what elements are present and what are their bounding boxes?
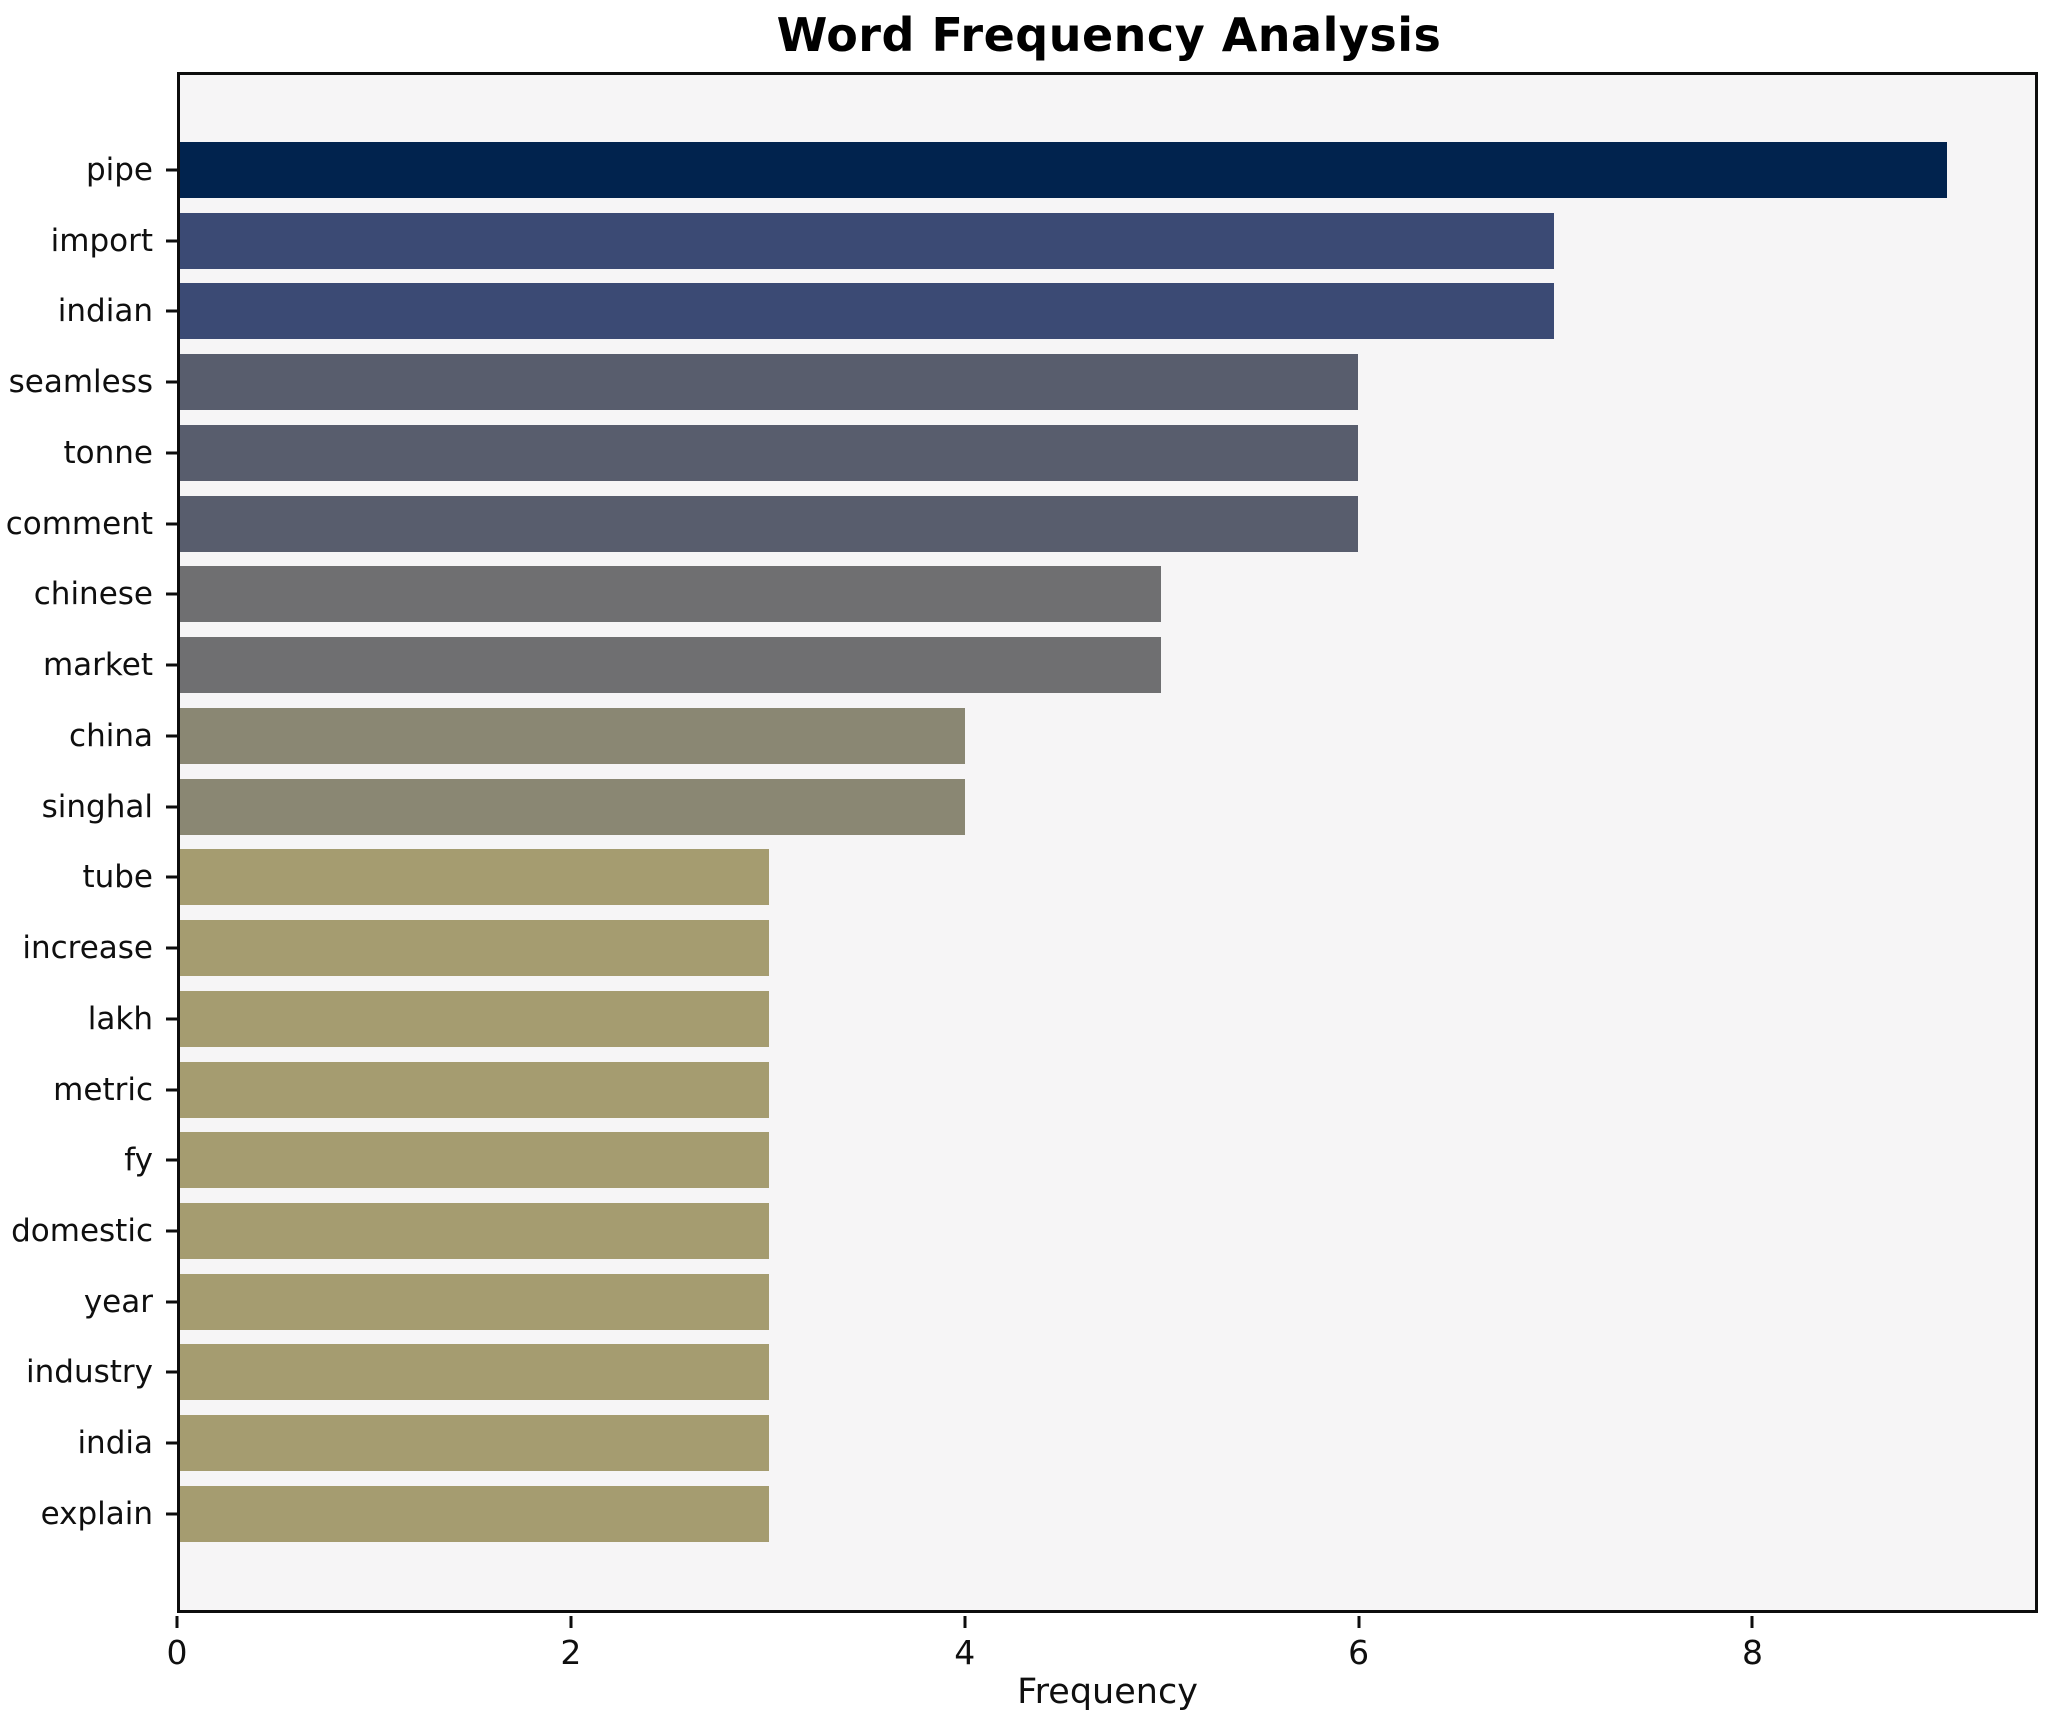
y-tick-label-seamless: seamless: [8, 364, 153, 401]
x-tick-mark-6: [1357, 1616, 1361, 1628]
y-tick-label-china: china: [69, 717, 153, 754]
bar-india: [180, 1415, 769, 1472]
x-tick-mark-4: [963, 1616, 967, 1628]
y-tick-label-singhal: singhal: [41, 788, 153, 825]
y-tick-label-fy: fy: [124, 1142, 153, 1179]
bar-row-metric: metric: [53, 1061, 2035, 1118]
bar-row-fy: fy: [124, 1132, 2035, 1189]
bar-seamless: [180, 354, 1358, 411]
bar-lakh: [180, 990, 769, 1047]
bar-row-increase: increase: [22, 920, 2035, 977]
y-tick-label-comment: comment: [5, 505, 153, 542]
y-tick-label-industry: industry: [26, 1354, 153, 1391]
bars-container: pipe import indian seamless tonne comment chin…: [6, 75, 2035, 1610]
bar-row-seamless: seamless: [9, 354, 2035, 411]
bar-row-pipe: pipe: [86, 142, 2035, 198]
bar-chinese: [180, 566, 1162, 623]
bar-row-domestic: domestic: [11, 1203, 2035, 1260]
y-tick-label-domestic: domestic: [11, 1213, 153, 1250]
x-tick-mark-2: [569, 1616, 573, 1628]
bar-row-year: year: [84, 1273, 2035, 1330]
y-tick-mark: [166, 1088, 177, 1092]
bar-row-lakh: lakh: [88, 990, 2035, 1047]
y-tick-label-chinese: chinese: [33, 576, 153, 613]
bar-row-indian: indian: [58, 283, 2035, 340]
y-tick-label-explain: explain: [40, 1495, 153, 1532]
y-tick-label-indian: indian: [57, 293, 153, 330]
y-tick-mark: [166, 592, 177, 596]
y-tick-mark: [166, 1300, 177, 1304]
y-tick-label-market: market: [42, 647, 153, 684]
y-tick-mark: [166, 734, 177, 738]
y-tick-label-import: import: [50, 222, 153, 259]
x-tick-label-6: 6: [1348, 1633, 1370, 1672]
y-tick-mark: [166, 1512, 177, 1516]
bar-pipe: [180, 142, 1947, 198]
y-tick-mark: [166, 380, 177, 384]
x-tick-label-8: 8: [1741, 1633, 1763, 1672]
y-tick-mark: [166, 875, 177, 879]
y-tick-mark: [166, 1441, 177, 1445]
bar-import: [180, 212, 1555, 269]
bar-indian: [180, 283, 1555, 340]
bar-row-india: india: [77, 1415, 2035, 1472]
y-tick-mark: [166, 663, 177, 667]
y-tick-mark: [166, 168, 177, 172]
bar-china: [180, 707, 966, 764]
bar-comment: [180, 495, 1358, 552]
y-tick-mark: [166, 451, 177, 455]
bar-row-china: china: [69, 707, 2035, 764]
bar-increase: [180, 920, 769, 977]
bar-fy: [180, 1132, 769, 1189]
y-tick-mark: [166, 239, 177, 243]
bar-row-tonne: tonne: [64, 424, 2035, 481]
plot-area: pipe import indian seamless tonne comment chin…: [6, 72, 2038, 1613]
y-tick-label-pipe: pipe: [85, 152, 153, 188]
y-tick-mark: [166, 946, 177, 950]
y-tick-mark: [166, 805, 177, 809]
bar-metric: [180, 1061, 769, 1118]
bar-row-explain: explain: [41, 1485, 2035, 1542]
bar-row-singhal: singhal: [42, 778, 2035, 835]
y-tick-mark: [166, 1370, 177, 1374]
y-tick-label-metric: metric: [53, 1071, 153, 1108]
bar-tube: [180, 849, 769, 906]
x-tick-label-4: 4: [954, 1633, 976, 1672]
y-tick-mark: [166, 1229, 177, 1233]
y-tick-mark: [166, 1158, 177, 1162]
bar-explain: [180, 1485, 769, 1542]
bar-row-tube: tube: [82, 849, 2035, 906]
bar-row-market: market: [43, 637, 2035, 694]
y-tick-mark: [166, 1017, 177, 1021]
chart-title: Word Frequency Analysis: [776, 8, 1442, 62]
x-axis: 0 2 4 6 8: [167, 1613, 2038, 1713]
bar-industry: [180, 1344, 769, 1401]
x-tick-label-0: 0: [166, 1633, 188, 1672]
bar-singhal: [180, 778, 966, 835]
bar-year: [180, 1273, 769, 1330]
y-tick-label-year: year: [83, 1283, 153, 1320]
y-tick-label-increase: increase: [22, 930, 153, 967]
bar-domestic: [180, 1203, 769, 1260]
x-tick-mark-8: [1750, 1616, 1754, 1628]
y-tick-label-lakh: lakh: [87, 1000, 153, 1037]
x-tick-mark-0: [175, 1616, 179, 1628]
y-tick-label-tube: tube: [82, 859, 153, 896]
x-axis-title: Frequency: [1017, 1672, 1198, 1712]
y-tick-label-india: india: [77, 1425, 153, 1462]
bar-row-comment: comment: [6, 495, 2035, 552]
bar-row-import: import: [51, 212, 2035, 269]
x-tick-label-2: 2: [560, 1633, 582, 1672]
y-tick-label-tonne: tonne: [63, 434, 154, 471]
y-tick-mark: [166, 522, 177, 526]
bar-row-industry: industry: [26, 1344, 2035, 1401]
bar-row-chinese: chinese: [34, 566, 2035, 623]
bar-market: [180, 637, 1162, 694]
y-tick-mark: [166, 309, 177, 313]
bar-tonne: [180, 424, 1358, 481]
